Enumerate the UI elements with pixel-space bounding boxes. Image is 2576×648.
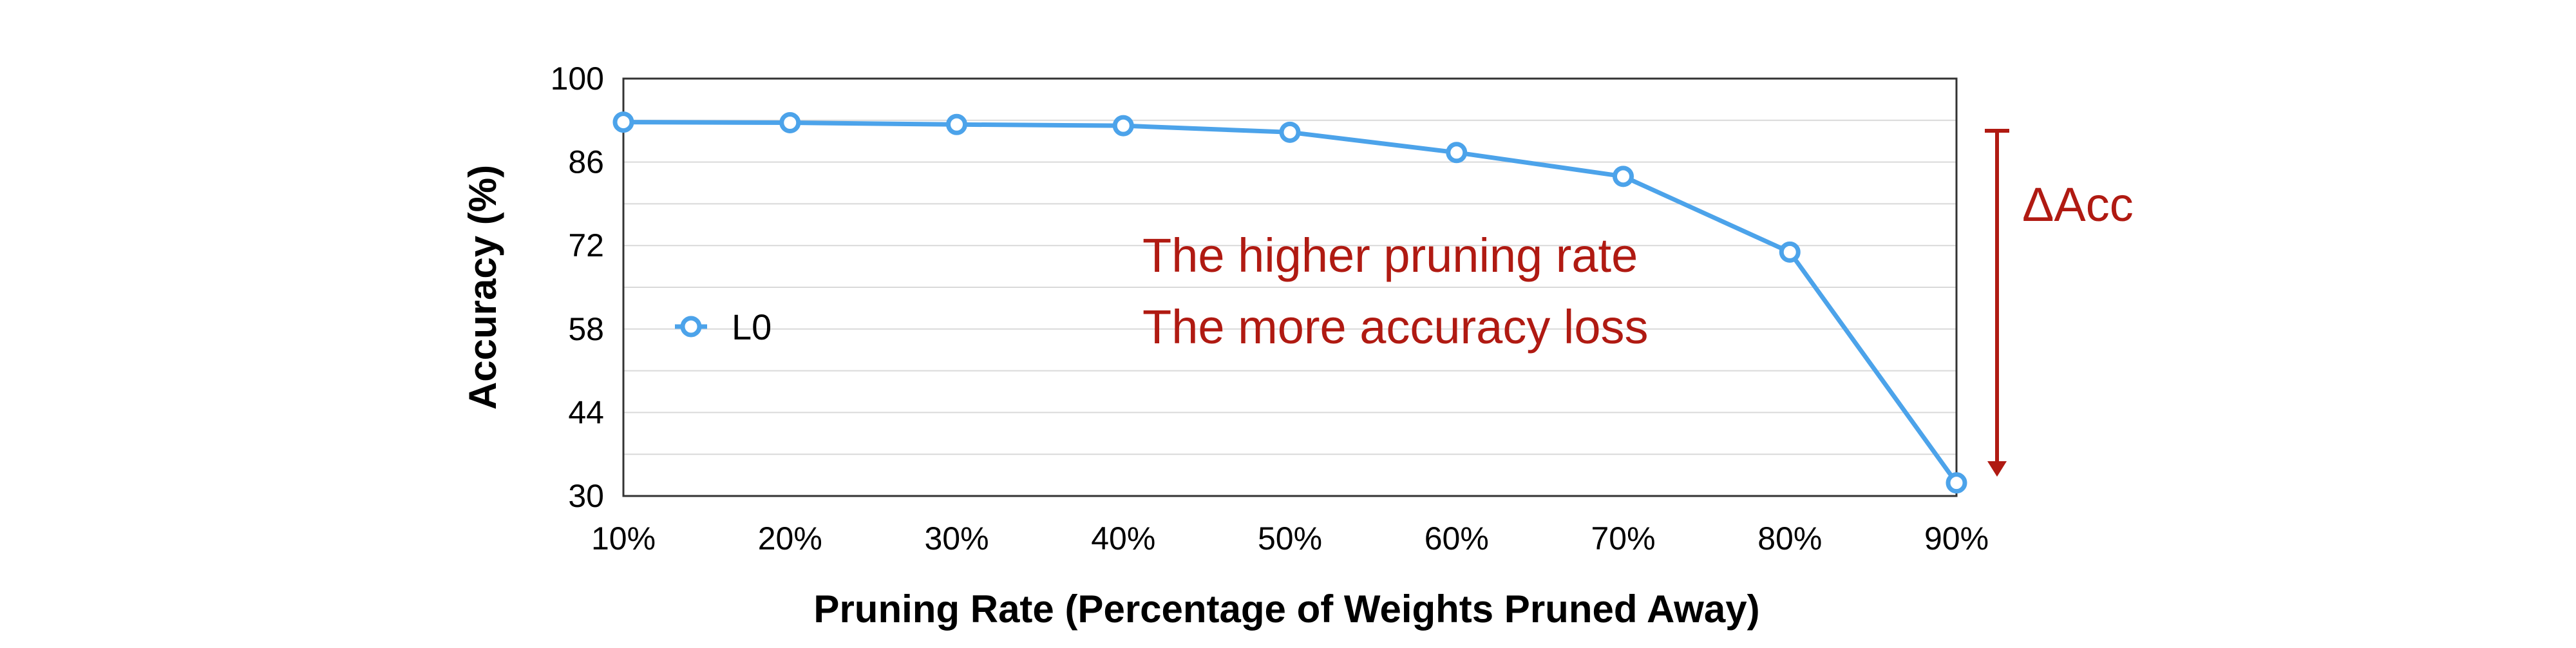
x-tick-label: 10% bbox=[591, 520, 656, 557]
x-tick-label: 70% bbox=[1591, 520, 1655, 557]
annotation-line-2: The more accuracy loss bbox=[1142, 300, 1649, 354]
x-tick-label: 50% bbox=[1258, 520, 1322, 557]
x-tick-label: 20% bbox=[758, 520, 822, 557]
y-tick-label: 30 bbox=[568, 478, 604, 514]
y-tick-label: 58 bbox=[568, 311, 604, 347]
data-point bbox=[1112, 115, 1134, 137]
delta-acc-label: ΔAcc bbox=[2022, 178, 2134, 231]
delta-acc-arrow bbox=[1985, 129, 2009, 477]
data-point bbox=[1779, 241, 1801, 263]
legend: L0 bbox=[675, 307, 772, 347]
y-tick-label: 72 bbox=[568, 227, 604, 263]
x-axis-title: Pruning Rate (Percentage of Weights Prun… bbox=[813, 587, 1759, 631]
y-axis-title: Accuracy (%) bbox=[461, 165, 504, 410]
data-point bbox=[1946, 472, 1967, 494]
x-tick-labels: 10% 20% 30% 40% 50% 60% 70% 80% 90% bbox=[591, 520, 1989, 557]
data-point bbox=[612, 111, 634, 133]
series-l0 bbox=[612, 111, 1967, 494]
plot-frame bbox=[622, 77, 1958, 497]
x-tick-label: 60% bbox=[1425, 520, 1489, 557]
x-tick-label: 80% bbox=[1757, 520, 1822, 557]
data-point bbox=[1613, 166, 1634, 187]
y-tick-labels: 30 44 58 72 86 100 bbox=[551, 61, 604, 514]
y-tick-label: 86 bbox=[568, 144, 604, 180]
x-tick-label: 90% bbox=[1924, 520, 1989, 557]
data-point bbox=[1279, 121, 1301, 143]
delta-arrow-head bbox=[1987, 461, 2007, 477]
data-point bbox=[779, 112, 801, 134]
y-tick-label: 44 bbox=[568, 394, 604, 430]
legend-marker-l0 bbox=[680, 316, 702, 338]
legend-label-l0: L0 bbox=[732, 307, 772, 347]
gridlines bbox=[623, 119, 1956, 455]
annotation-line-1: The higher pruning rate bbox=[1142, 229, 1638, 282]
data-point bbox=[946, 113, 967, 135]
x-tick-label: 40% bbox=[1091, 520, 1155, 557]
x-tick-label: 30% bbox=[924, 520, 989, 557]
y-tick-label: 100 bbox=[551, 61, 604, 97]
data-point bbox=[1446, 142, 1468, 164]
